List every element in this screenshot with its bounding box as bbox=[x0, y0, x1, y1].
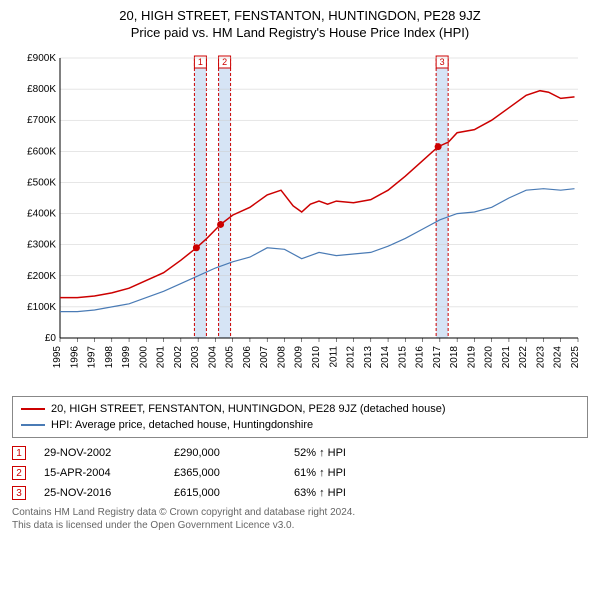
chart-subtitle: Price paid vs. HM Land Registry's House … bbox=[12, 25, 588, 40]
svg-text:1998: 1998 bbox=[104, 346, 115, 369]
annotation-price-2: £365,000 bbox=[174, 467, 294, 479]
svg-text:2001: 2001 bbox=[156, 346, 167, 369]
svg-text:2008: 2008 bbox=[276, 346, 287, 369]
svg-text:2020: 2020 bbox=[484, 346, 495, 369]
annotation-date-3: 25-NOV-2016 bbox=[44, 487, 174, 499]
chart-svg: 1 2 3 £0 £100K £200K £300K £400K £500K £600K £700K… bbox=[12, 48, 588, 388]
svg-text:2009: 2009 bbox=[294, 346, 305, 369]
svg-text:2005: 2005 bbox=[225, 346, 236, 369]
svg-text:1: 1 bbox=[198, 57, 203, 67]
annotation-marker-1: 1 bbox=[12, 446, 26, 460]
annotation-price-1: £290,000 bbox=[174, 447, 294, 459]
svg-text:2006: 2006 bbox=[242, 346, 253, 369]
svg-text:£300K: £300K bbox=[27, 240, 56, 251]
svg-text:£600K: £600K bbox=[27, 146, 56, 157]
svg-text:£800K: £800K bbox=[27, 84, 56, 95]
svg-text:2014: 2014 bbox=[380, 346, 391, 369]
chart-area: 1 2 3 £0 £100K £200K £300K £400K £500K £600K £700K… bbox=[12, 48, 588, 388]
svg-text:2013: 2013 bbox=[363, 346, 374, 369]
legend-item-hpi: HPI: Average price, detached house, Hunt… bbox=[21, 417, 579, 433]
annotation-row-2: 2 15-APR-2004 £365,000 61% ↑ HPI bbox=[12, 466, 588, 480]
svg-text:£400K: £400K bbox=[27, 209, 56, 220]
svg-text:£700K: £700K bbox=[27, 115, 56, 126]
svg-text:2019: 2019 bbox=[466, 346, 477, 369]
annotation-marker-2: 2 bbox=[12, 466, 26, 480]
svg-text:2017: 2017 bbox=[432, 346, 443, 369]
svg-text:2003: 2003 bbox=[190, 346, 201, 369]
footnote-line1: Contains HM Land Registry data © Crown c… bbox=[12, 507, 355, 518]
svg-text:2: 2 bbox=[222, 57, 227, 67]
legend-label-property: 20, HIGH STREET, FENSTANTON, HUNTINGDON,… bbox=[51, 403, 445, 415]
legend: 20, HIGH STREET, FENSTANTON, HUNTINGDON,… bbox=[12, 396, 588, 438]
annotation-date-1: 29-NOV-2002 bbox=[44, 447, 174, 459]
legend-swatch-hpi bbox=[21, 424, 45, 426]
annotation-price-3: £615,000 bbox=[174, 487, 294, 499]
svg-text:1997: 1997 bbox=[87, 346, 98, 369]
annotation-marker-3: 3 bbox=[12, 486, 26, 500]
annotation-pct-1: 52% ↑ HPI bbox=[294, 447, 414, 459]
annotation-table: 1 29-NOV-2002 £290,000 52% ↑ HPI 2 15-AP… bbox=[12, 446, 588, 500]
svg-text:3: 3 bbox=[440, 57, 445, 67]
annotation-date-2: 15-APR-2004 bbox=[44, 467, 174, 479]
svg-text:2022: 2022 bbox=[518, 346, 529, 369]
annotation-row-1: 1 29-NOV-2002 £290,000 52% ↑ HPI bbox=[12, 446, 588, 460]
annotation-pct-3: 63% ↑ HPI bbox=[294, 487, 414, 499]
svg-text:£0: £0 bbox=[45, 333, 57, 344]
svg-text:£900K: £900K bbox=[27, 53, 56, 64]
svg-text:2000: 2000 bbox=[138, 346, 149, 369]
footnote: Contains HM Land Registry data © Crown c… bbox=[12, 506, 588, 532]
svg-text:1996: 1996 bbox=[69, 346, 80, 369]
svg-text:2025: 2025 bbox=[570, 346, 581, 369]
svg-text:1999: 1999 bbox=[121, 346, 132, 369]
svg-text:2024: 2024 bbox=[553, 346, 564, 369]
svg-text:2011: 2011 bbox=[328, 346, 339, 368]
svg-text:2007: 2007 bbox=[259, 346, 270, 369]
footnote-line2: This data is licensed under the Open Gov… bbox=[12, 520, 294, 531]
svg-text:2004: 2004 bbox=[207, 346, 218, 369]
svg-text:£500K: £500K bbox=[27, 177, 56, 188]
svg-text:£100K: £100K bbox=[27, 302, 56, 313]
svg-text:2010: 2010 bbox=[311, 346, 322, 369]
svg-text:£200K: £200K bbox=[27, 271, 56, 282]
svg-text:1995: 1995 bbox=[52, 346, 63, 369]
chart-title: 20, HIGH STREET, FENSTANTON, HUNTINGDON,… bbox=[12, 8, 588, 23]
svg-text:2015: 2015 bbox=[397, 346, 408, 369]
legend-label-hpi: HPI: Average price, detached house, Hunt… bbox=[51, 419, 313, 431]
svg-text:2016: 2016 bbox=[415, 346, 426, 369]
svg-text:2023: 2023 bbox=[535, 346, 546, 369]
svg-text:2021: 2021 bbox=[501, 346, 512, 369]
svg-text:2012: 2012 bbox=[346, 346, 357, 369]
svg-text:2002: 2002 bbox=[173, 346, 184, 369]
annotation-pct-2: 61% ↑ HPI bbox=[294, 467, 414, 479]
legend-item-property: 20, HIGH STREET, FENSTANTON, HUNTINGDON,… bbox=[21, 401, 579, 417]
legend-swatch-property bbox=[21, 408, 45, 410]
annotation-row-3: 3 25-NOV-2016 £615,000 63% ↑ HPI bbox=[12, 486, 588, 500]
svg-text:2018: 2018 bbox=[449, 346, 460, 369]
